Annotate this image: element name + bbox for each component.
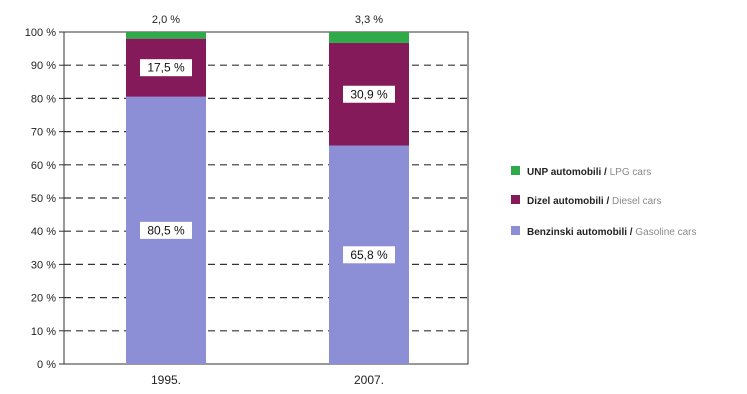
y-tick-label: 10 % <box>31 326 56 338</box>
y-tick-label: 20 % <box>31 293 56 305</box>
y-tick-label: 100 % <box>25 27 56 39</box>
legend-entry: Benzinski automobili / Gasoline cars <box>527 227 697 238</box>
data-label: 3,3 % <box>355 14 383 26</box>
data-label-box <box>140 221 192 239</box>
bar-segment <box>329 32 409 43</box>
x-tick-label: 1995. <box>151 373 181 387</box>
y-tick-label: 50 % <box>31 193 56 205</box>
plot-area: 0 % 10 % 20 % 30 % 40 % 50 % 60 % 70 % 80 % 90 % 1… <box>25 14 469 387</box>
data-label-box <box>343 85 395 103</box>
legend-entry: UNP automobili / LPG cars <box>527 167 651 178</box>
legend-swatch <box>511 226 520 235</box>
legend: UNP automobili / LPG cars Dizel automobil… <box>511 166 697 238</box>
y-tick-label: 30 % <box>31 259 56 271</box>
y-tick-label: 90 % <box>31 60 56 72</box>
data-label: 65,8 % <box>350 248 388 262</box>
y-tick-label: 80 % <box>31 93 56 105</box>
y-tick-label: 60 % <box>31 160 56 172</box>
data-label: 30,9 % <box>350 87 388 101</box>
data-label: 2,0 % <box>152 14 180 26</box>
legend-entry: Dizel automobili / Diesel cars <box>527 196 661 207</box>
data-label: 80,5 % <box>147 223 185 237</box>
y-tick-label: 40 % <box>31 226 56 238</box>
legend-swatch <box>511 166 520 175</box>
y-tick-label: 70 % <box>31 127 56 139</box>
data-label-box <box>343 246 395 264</box>
y-tick-label: 0 % <box>37 359 56 371</box>
data-label-box <box>140 59 192 77</box>
legend-swatch <box>511 195 520 204</box>
data-label: 17,5 % <box>147 61 185 75</box>
bar-segment <box>126 32 206 39</box>
x-tick-label: 2007. <box>354 373 384 387</box>
